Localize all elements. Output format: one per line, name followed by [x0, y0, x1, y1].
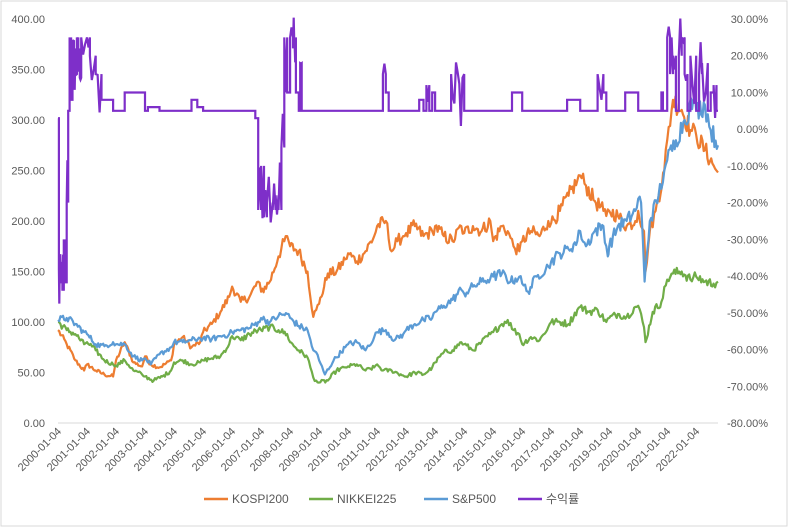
- legend-label: KOSPI200: [232, 492, 289, 506]
- right-y-tick-label: -80.00%: [727, 418, 768, 430]
- right-y-tick-label: -40.00%: [727, 271, 768, 283]
- legend-label: NIKKEI225: [337, 492, 397, 506]
- left-y-axis-ticks: 0.00 50.00 100.00 150.00 200.00 250.00 300.00 3…: [11, 14, 45, 430]
- left-y-tick-label: 300.00: [11, 115, 45, 127]
- right-y-tick-label: 20.00%: [731, 51, 769, 63]
- legend-label: 수익률: [546, 492, 579, 506]
- right-y-tick-label: -60.00%: [727, 345, 768, 357]
- left-y-tick-label: 350.00: [11, 65, 45, 77]
- series-line-return-rate: [57, 17, 718, 304]
- right-y-tick-label: -10.00%: [727, 161, 768, 173]
- left-y-tick-label: 400.00: [11, 14, 45, 26]
- left-y-tick-label: 0.00: [24, 418, 45, 430]
- left-y-tick-label: 50.00: [17, 368, 45, 380]
- left-y-tick-label: 150.00: [11, 267, 45, 279]
- right-y-tick-label: -50.00%: [727, 308, 768, 320]
- right-y-tick-label: 10.00%: [731, 87, 769, 99]
- right-y-tick-label: -70.00%: [727, 381, 768, 393]
- series-line-kospi200: [57, 95, 719, 378]
- right-y-tick-label: 0.00%: [737, 124, 768, 136]
- legend-label: S&P500: [452, 492, 496, 506]
- left-y-tick-label: 100.00: [11, 317, 45, 329]
- series-line-nikkei225: [57, 266, 719, 384]
- right-y-tick-label: -20.00%: [727, 198, 768, 210]
- left-y-tick-label: 200.00: [11, 216, 45, 228]
- right-y-axis-ticks: -80.00% -70.00% -60.00% -50.00% -40.00% -30.0…: [727, 14, 768, 430]
- left-y-tick-label: 250.00: [11, 166, 45, 178]
- series-layer: [57, 17, 720, 384]
- legend: KOSPI200 NIKKEI225 S&P500 수익률: [204, 492, 579, 506]
- right-y-tick-label: 30.00%: [731, 14, 769, 26]
- right-y-tick-label: -30.00%: [727, 234, 768, 246]
- series-line-sp500: [57, 94, 720, 376]
